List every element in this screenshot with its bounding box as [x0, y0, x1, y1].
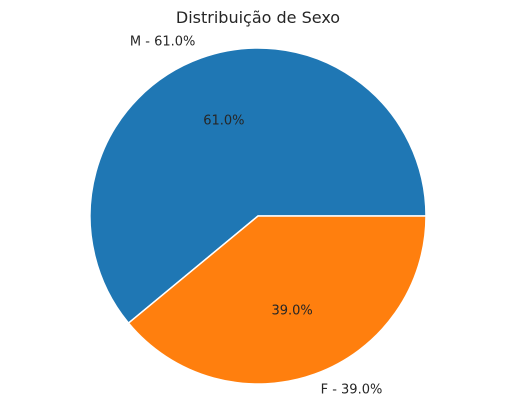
slice-pct-m: 61.0% [203, 114, 244, 129]
slice-pct-f: 39.0% [271, 303, 312, 318]
slice-label-f: F - 39.0% [321, 382, 383, 397]
chart-title: Distribuição de Sexo [176, 8, 340, 27]
pie-labels: M - 61.0% 61.0% F - 39.0% 39.0% [130, 35, 382, 398]
pie-slices [89, 47, 427, 385]
slice-label-m: M - 61.0% [130, 35, 195, 50]
pie-slice-m [89, 47, 427, 324]
pie-slice-f [127, 215, 427, 385]
